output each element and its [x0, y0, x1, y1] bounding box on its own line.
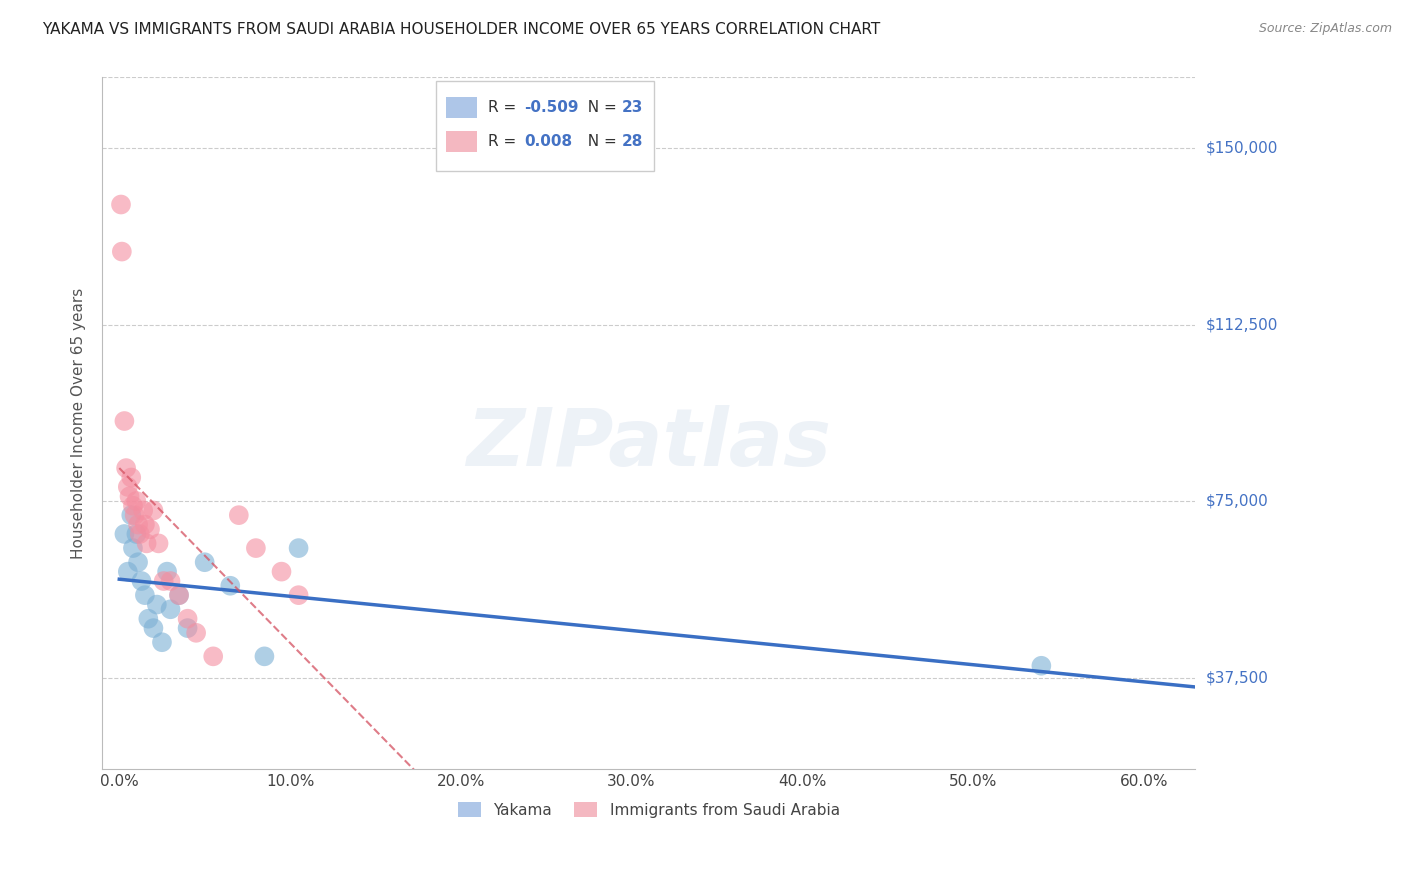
Text: 23: 23 — [621, 100, 643, 115]
Point — [136, 612, 159, 626]
Text: N =: N = — [578, 100, 621, 115]
Point — [287, 588, 309, 602]
Text: $150,000: $150,000 — [1206, 141, 1278, 155]
Point — [150, 635, 173, 649]
Text: $112,500: $112,500 — [1206, 317, 1278, 332]
Legend: Yakama, Immigrants from Saudi Arabia: Yakama, Immigrants from Saudi Arabia — [451, 796, 846, 824]
Point — [148, 536, 170, 550]
Point — [112, 414, 135, 428]
Point — [117, 565, 139, 579]
Text: Source: ZipAtlas.com: Source: ZipAtlas.com — [1258, 22, 1392, 36]
FancyBboxPatch shape — [436, 81, 654, 171]
Text: N =: N = — [578, 135, 621, 149]
Text: 0.008: 0.008 — [524, 135, 572, 149]
Point — [134, 517, 156, 532]
Point — [120, 508, 142, 523]
Point — [1031, 658, 1053, 673]
Text: YAKAMA VS IMMIGRANTS FROM SAUDI ARABIA HOUSEHOLDER INCOME OVER 65 YEARS CORRELAT: YAKAMA VS IMMIGRANTS FROM SAUDI ARABIA H… — [42, 22, 880, 37]
Point — [122, 499, 145, 513]
Point — [142, 621, 165, 635]
Point — [127, 555, 149, 569]
Point — [120, 470, 142, 484]
Point — [142, 503, 165, 517]
Text: R =: R = — [488, 100, 522, 115]
Point — [253, 649, 276, 664]
Point — [111, 244, 134, 259]
Point — [202, 649, 225, 664]
Point — [110, 197, 132, 211]
Point — [132, 503, 155, 517]
Text: $37,500: $37,500 — [1206, 670, 1270, 685]
Point — [122, 541, 145, 555]
Point — [245, 541, 267, 555]
Point — [270, 565, 292, 579]
Point — [194, 555, 217, 569]
Point — [146, 598, 169, 612]
Point — [159, 574, 181, 588]
Point — [135, 536, 157, 550]
Point — [117, 480, 139, 494]
Point — [128, 527, 150, 541]
Text: ZIPatlas: ZIPatlas — [467, 405, 831, 483]
Point — [287, 541, 309, 555]
Point — [184, 625, 207, 640]
Point — [228, 508, 250, 523]
FancyBboxPatch shape — [447, 131, 477, 153]
Point — [167, 588, 190, 602]
Point — [167, 588, 190, 602]
Point — [176, 621, 198, 635]
FancyBboxPatch shape — [447, 97, 477, 118]
Point — [127, 517, 149, 532]
Point — [176, 612, 198, 626]
Point — [124, 508, 146, 523]
Point — [156, 565, 179, 579]
Point — [131, 574, 153, 588]
Text: -0.509: -0.509 — [524, 100, 578, 115]
Text: 28: 28 — [621, 135, 643, 149]
Point — [159, 602, 181, 616]
Y-axis label: Householder Income Over 65 years: Householder Income Over 65 years — [72, 288, 86, 559]
Point — [134, 588, 156, 602]
Point — [112, 527, 135, 541]
Point — [118, 489, 141, 503]
Text: R =: R = — [488, 135, 522, 149]
Point — [219, 579, 242, 593]
Point — [115, 461, 138, 475]
Text: $75,000: $75,000 — [1206, 493, 1268, 508]
Point — [152, 574, 174, 588]
Point — [125, 527, 148, 541]
Point — [125, 494, 148, 508]
Point — [139, 522, 162, 536]
